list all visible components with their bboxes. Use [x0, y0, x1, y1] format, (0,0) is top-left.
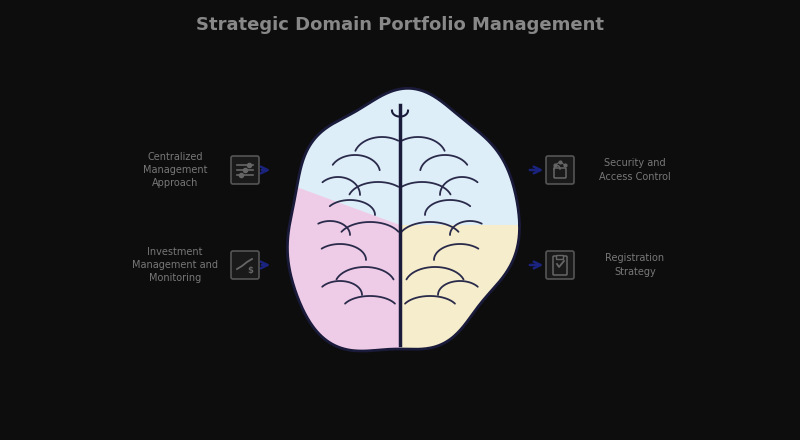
FancyBboxPatch shape — [231, 156, 259, 184]
Polygon shape — [287, 88, 519, 351]
FancyBboxPatch shape — [546, 156, 574, 184]
Text: Centralized
Management
Approach: Centralized Management Approach — [142, 152, 207, 188]
FancyBboxPatch shape — [557, 256, 563, 260]
Polygon shape — [287, 187, 400, 351]
Text: Registration
Strategy: Registration Strategy — [606, 253, 665, 277]
Text: $: $ — [247, 265, 253, 275]
Polygon shape — [400, 225, 519, 349]
FancyBboxPatch shape — [231, 251, 259, 279]
Text: Security and
Access Control: Security and Access Control — [599, 158, 671, 182]
Text: Strategic Domain Portfolio Management: Strategic Domain Portfolio Management — [196, 16, 604, 34]
Text: Investment
Management and
Monitoring: Investment Management and Monitoring — [132, 247, 218, 283]
FancyBboxPatch shape — [546, 251, 574, 279]
